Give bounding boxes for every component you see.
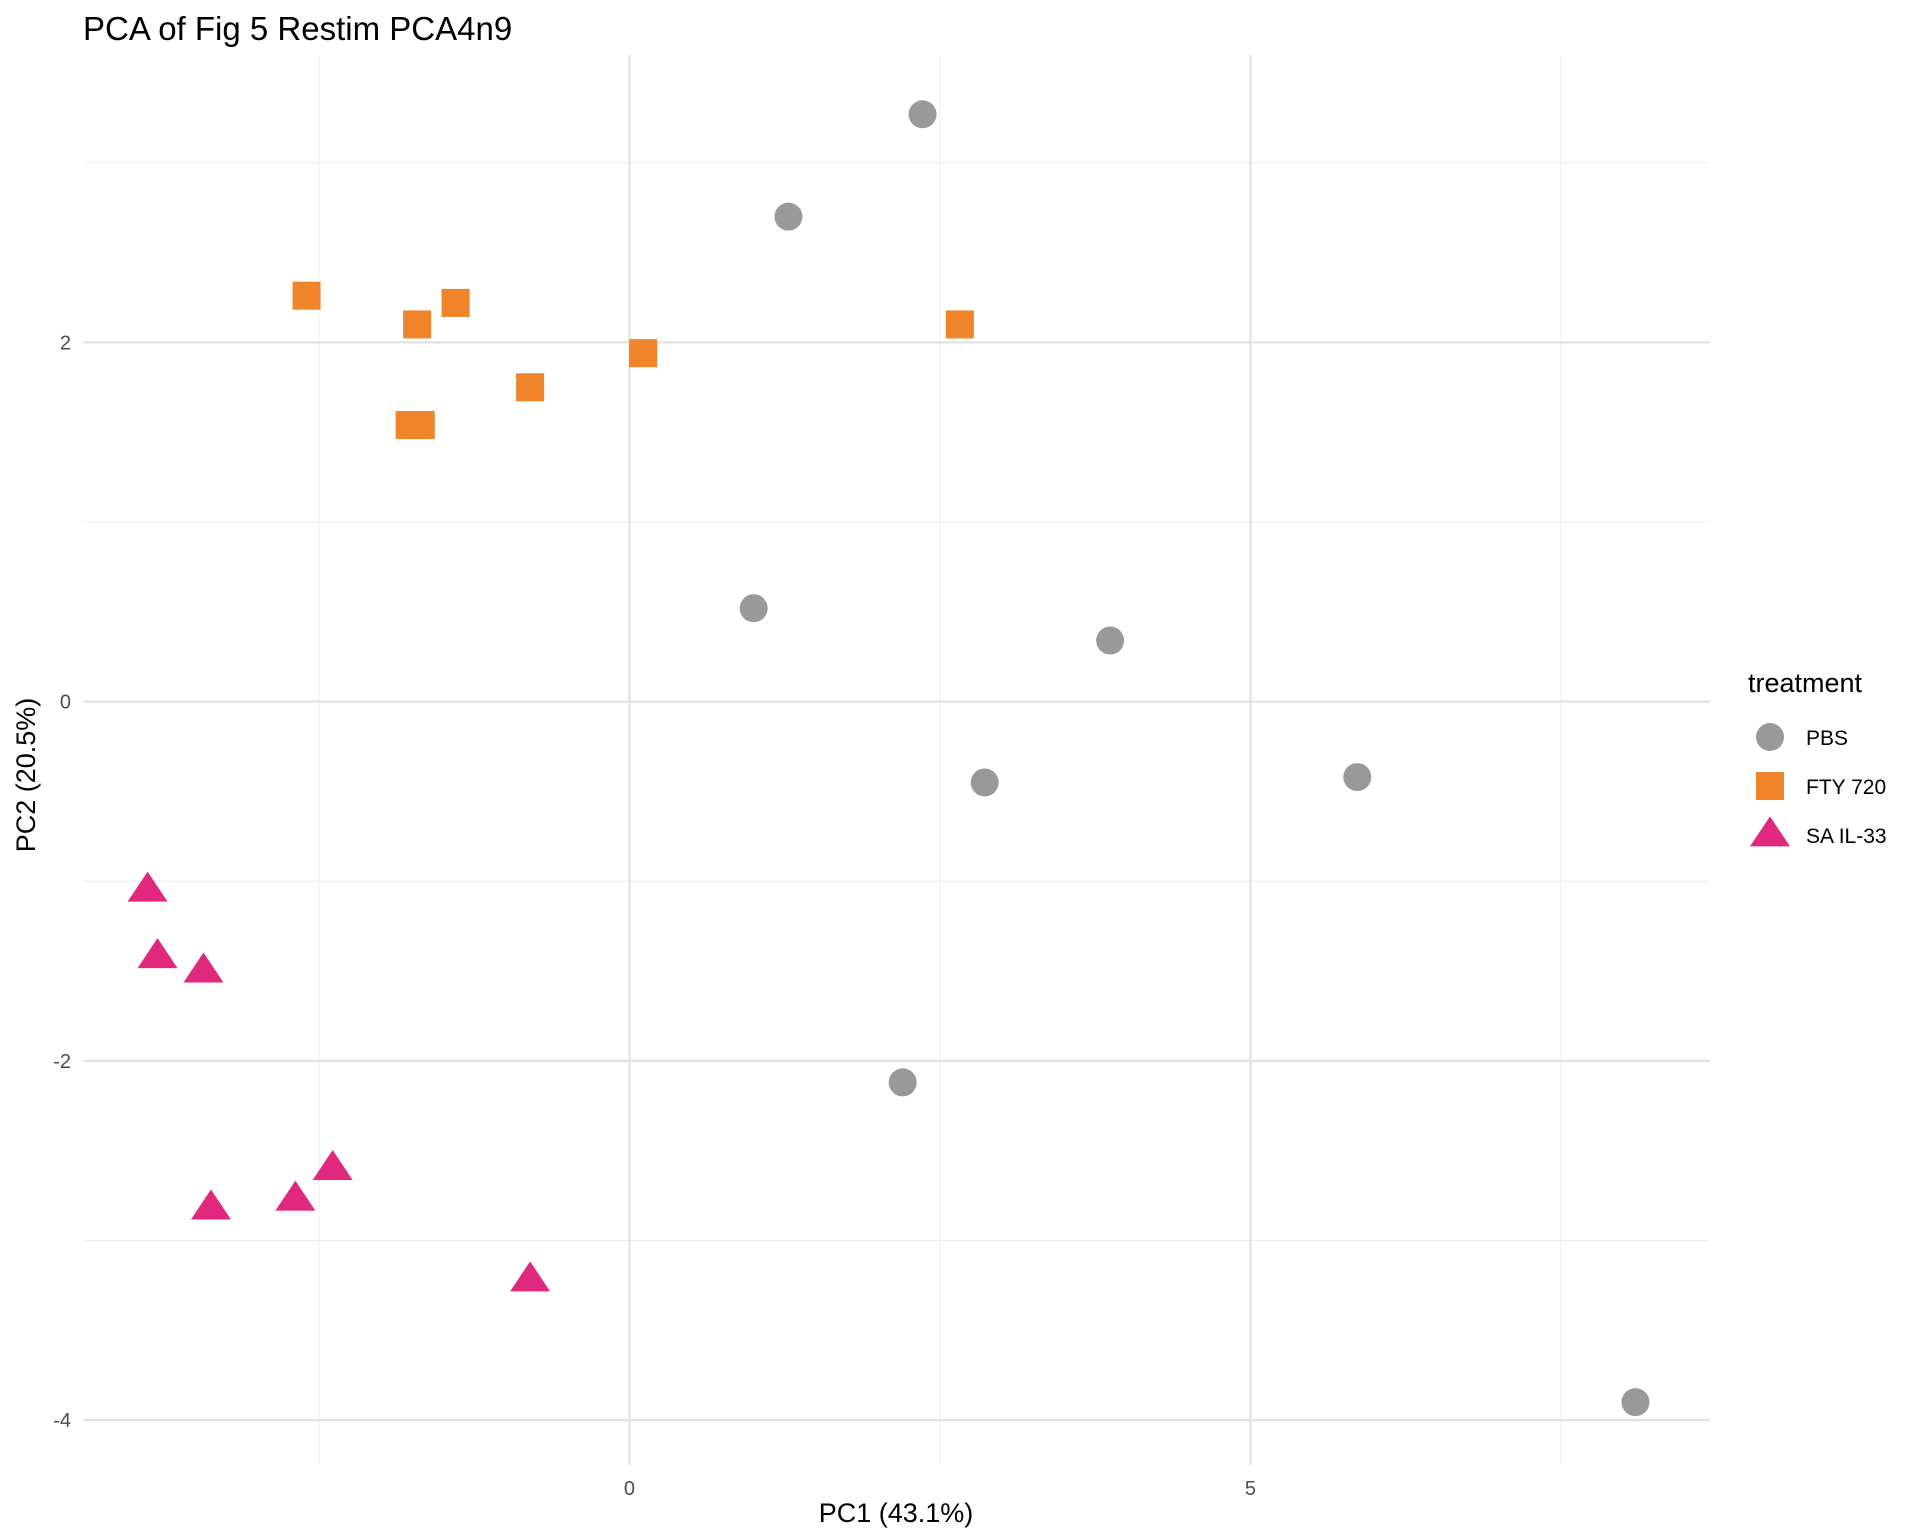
- point-sa-il-33: [275, 1180, 316, 1211]
- point-pbs: [1621, 1388, 1650, 1417]
- point-sa-il-33: [137, 938, 178, 969]
- chart-title: PCA of Fig 5 Restim PCA4n9: [83, 10, 512, 47]
- legend-key-sa-il-33: [1750, 816, 1790, 847]
- tick-labels: 0 5 -4 -2 0 2: [53, 332, 1256, 1500]
- point-pbs: [1096, 626, 1125, 655]
- gridlines: [83, 55, 1710, 1465]
- legend-key-pbs: [1756, 723, 1784, 751]
- point-pbs: [774, 202, 803, 231]
- point-fty-720: [516, 373, 545, 402]
- point-pbs: [970, 768, 999, 797]
- y-tick-label: 0: [60, 692, 71, 714]
- point-sa-il-33: [510, 1261, 551, 1292]
- point-pbs: [908, 100, 937, 129]
- point-fty-720: [629, 339, 658, 368]
- point-sa-il-33: [127, 871, 168, 902]
- point-fty-720: [406, 411, 435, 440]
- data-points: [127, 100, 1650, 1417]
- y-tick-label: -2: [53, 1051, 71, 1073]
- point-fty-720: [945, 310, 974, 339]
- y-tick-label: -4: [53, 1410, 71, 1432]
- point-fty-720: [441, 288, 470, 317]
- point-sa-il-33: [183, 952, 224, 983]
- x-tick-label: 0: [624, 1478, 635, 1500]
- legend-title: treatment: [1748, 668, 1863, 698]
- point-fty-720: [292, 281, 321, 310]
- legend: treatment PBS FTY 720 SA IL-33: [1748, 668, 1887, 848]
- legend-key-fty-720: [1756, 772, 1784, 800]
- point-pbs: [888, 1068, 917, 1097]
- legend-label-pbs: PBS: [1806, 727, 1848, 750]
- legend-label-sa-il-33: SA IL-33: [1806, 825, 1887, 848]
- x-tick-label: 5: [1245, 1478, 1256, 1500]
- y-tick-label: 2: [60, 332, 71, 354]
- point-fty-720: [403, 310, 432, 339]
- point-sa-il-33: [312, 1150, 353, 1181]
- y-axis-title: PC2 (20.5%): [11, 698, 41, 853]
- point-sa-il-33: [190, 1189, 231, 1220]
- point-pbs: [739, 594, 768, 623]
- legend-label-fty-720: FTY 720: [1806, 776, 1886, 799]
- point-pbs: [1343, 763, 1372, 792]
- x-axis-title: PC1 (43.1%): [819, 1498, 974, 1528]
